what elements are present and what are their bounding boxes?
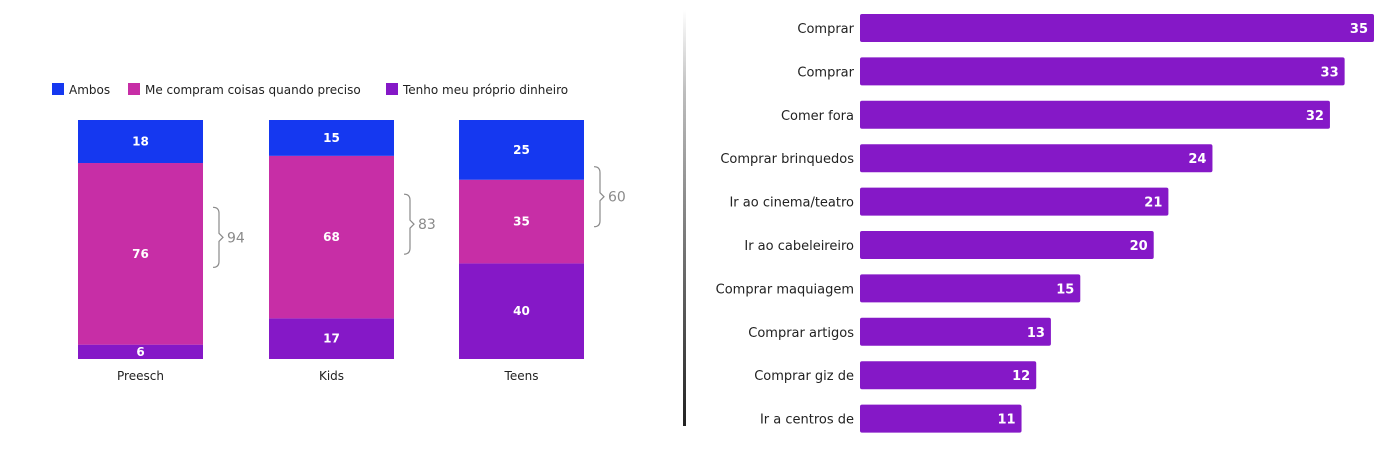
bar-segment — [459, 263, 584, 359]
data-label: 21 — [1144, 196, 1162, 211]
category-label: Comer fora — [781, 109, 854, 124]
category-label: Teens — [504, 369, 539, 383]
bar — [860, 144, 1213, 173]
category-label: Comprar giz de — [754, 369, 854, 384]
data-label: 18 — [132, 135, 149, 149]
legend-label: Ambos — [69, 83, 110, 97]
category-label: Preesch — [117, 369, 164, 383]
bar-segment — [459, 120, 584, 180]
bar-segment — [78, 344, 203, 359]
bar-segment — [269, 318, 394, 359]
data-label: 15 — [1056, 282, 1074, 297]
legend-item: Ambos — [52, 83, 110, 97]
bar-segment — [78, 163, 203, 345]
data-label: 15 — [323, 131, 340, 145]
data-label: 11 — [997, 413, 1015, 428]
bar — [860, 100, 1330, 129]
bar-segment — [78, 120, 203, 164]
bar — [860, 231, 1154, 259]
data-label: 35 — [513, 215, 530, 229]
total-bracket — [212, 206, 224, 268]
chart-divider — [683, 10, 686, 426]
data-label: 6 — [136, 345, 144, 359]
total-bracket — [403, 193, 415, 255]
data-label: 25 — [513, 143, 530, 157]
data-label: 76 — [132, 247, 149, 261]
bracket-total-label: 83 — [418, 217, 436, 233]
category-label: Comprar — [797, 22, 854, 37]
horizontal-bar-chart: Comprar 35 Comprar 33 Comer fora 32 Comprar br… — [716, 14, 1374, 433]
legend-swatch — [128, 83, 140, 95]
bar-segment — [459, 179, 584, 264]
data-label: 20 — [1130, 239, 1148, 254]
category-label: Comprar maquiagem — [716, 282, 854, 297]
category-label: Ir a centros de — [760, 413, 854, 428]
legend-label: Tenho meu próprio dinheiro — [402, 83, 568, 97]
data-label: 35 — [1350, 22, 1368, 37]
bar — [860, 57, 1345, 86]
stacked-bar-chart: Ambos Me compram coisas quando preciso Ten… — [52, 83, 626, 383]
bar — [860, 404, 1022, 433]
legend-swatch — [52, 83, 64, 95]
bracket-total-label: 60 — [608, 190, 626, 206]
bar — [860, 361, 1037, 390]
category-label: Comprar artigos — [748, 326, 854, 341]
bracket-total-label: 94 — [227, 230, 245, 246]
bar — [860, 317, 1051, 346]
category-label: Ir ao cinema/teatro — [729, 196, 854, 211]
category-label: Comprar — [797, 65, 854, 80]
bar — [860, 274, 1081, 303]
category-label: Comprar brinquedos — [720, 152, 854, 167]
total-bracket — [593, 166, 605, 228]
data-label: 13 — [1027, 326, 1045, 341]
legend-item: Me compram coisas quando preciso — [128, 83, 361, 97]
bar-segment — [269, 120, 394, 156]
legend-item: Tenho meu próprio dinheiro — [386, 83, 568, 97]
category-label: Ir ao cabeleireiro — [744, 239, 854, 254]
data-label: 32 — [1306, 109, 1324, 124]
data-label: 68 — [323, 230, 340, 244]
category-label: Kids — [319, 369, 344, 383]
data-label: 24 — [1188, 152, 1206, 167]
legend-label: Me compram coisas quando preciso — [145, 83, 361, 97]
data-label: 17 — [323, 332, 340, 346]
data-label: 33 — [1321, 65, 1339, 80]
bar-segment — [269, 155, 394, 319]
data-label: 12 — [1012, 369, 1030, 384]
bar — [860, 14, 1374, 42]
data-label: 40 — [513, 304, 530, 318]
bar — [860, 187, 1169, 216]
legend-swatch — [386, 83, 398, 95]
